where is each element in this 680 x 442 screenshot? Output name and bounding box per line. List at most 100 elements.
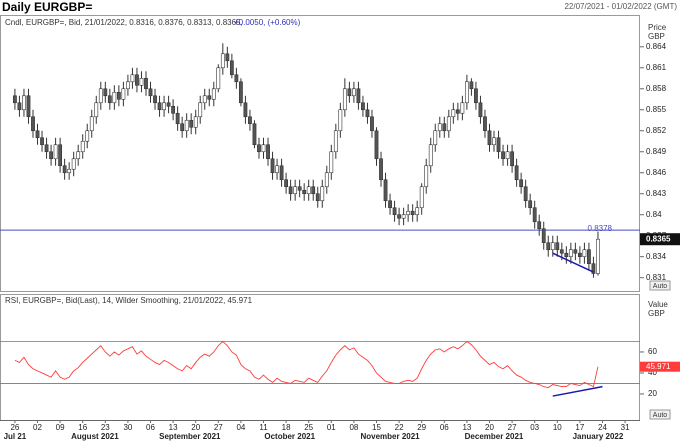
candle-body	[202, 95, 207, 104]
x-tick-label: 30	[123, 423, 132, 432]
auto-button[interactable]	[649, 409, 671, 420]
candle-body	[288, 186, 293, 195]
candle-body	[71, 158, 76, 170]
candle-body	[139, 77, 144, 86]
candle-body	[333, 130, 338, 153]
y-tick-label: 0.849	[646, 147, 667, 156]
candle-body	[153, 95, 157, 104]
candle-body	[505, 151, 510, 160]
x-tick-label: 16	[78, 423, 87, 432]
candle-body	[437, 123, 442, 132]
candle-body	[550, 242, 555, 251]
candle-body	[446, 116, 451, 132]
candle-body	[121, 88, 126, 100]
candle-body	[342, 88, 347, 111]
candle-body	[53, 144, 58, 160]
candle-body	[220, 53, 225, 69]
candle-body	[577, 252, 582, 258]
candle-body	[324, 172, 329, 188]
candle-body	[356, 88, 361, 104]
candle-body	[424, 165, 429, 188]
x-tick-label: 20	[485, 423, 494, 432]
auto-button[interactable]	[649, 280, 671, 291]
y-tick-label: 0.858	[646, 84, 667, 93]
candle-body	[582, 249, 587, 258]
month-label: January 2022	[573, 432, 624, 441]
candle-body	[94, 102, 99, 118]
date-range: 22/07/2021 - 01/02/2022 (GMT)	[564, 2, 677, 11]
y-tick-label: 60	[648, 347, 657, 356]
candle-body	[320, 186, 325, 202]
candle-body	[483, 116, 487, 132]
candle-body	[442, 123, 447, 132]
candle-body	[85, 130, 90, 142]
x-tick-label: 31	[621, 423, 630, 432]
candle-body	[193, 116, 198, 128]
candle-body	[229, 60, 234, 76]
candle-body	[428, 144, 433, 167]
candle-body	[397, 214, 401, 219]
candle-body	[455, 109, 460, 114]
candle-body	[26, 95, 31, 118]
candle-body	[126, 81, 130, 90]
y-tick-label: 0.84	[646, 210, 662, 219]
candle-body	[175, 112, 180, 125]
candle-body	[311, 186, 316, 195]
candle-body	[415, 207, 420, 216]
y-tick-label: 40	[648, 368, 657, 377]
candle-body	[239, 81, 243, 104]
candle-body	[80, 140, 85, 153]
candle-body	[338, 109, 343, 132]
candle-body	[365, 109, 370, 118]
candle-body	[44, 144, 49, 153]
candle-body	[279, 165, 284, 181]
candle-body	[383, 179, 388, 202]
price-change: +0.0050, (+0.60%)	[234, 18, 301, 27]
candle-body	[157, 102, 162, 111]
candle-body	[198, 102, 203, 118]
rsi-value-box	[640, 361, 680, 372]
auto-button-label[interactable]: Auto	[653, 412, 668, 419]
candle-body	[76, 151, 81, 160]
candle-body	[559, 249, 564, 254]
candle-body	[148, 88, 153, 97]
candle-body	[379, 158, 383, 181]
rsi-axis-unit: GBP	[648, 309, 665, 318]
candle-body	[162, 102, 166, 111]
candle-body	[460, 102, 465, 114]
y-tick-label: 0.855	[646, 105, 667, 114]
x-tick-label: 15	[372, 423, 381, 432]
candle-body	[31, 116, 35, 132]
candle-body	[17, 102, 22, 111]
month-label: September 2021	[159, 432, 221, 441]
candle-body	[596, 238, 600, 274]
candle-body	[474, 88, 478, 104]
month-label: December 2021	[465, 432, 524, 441]
candle-body	[112, 91, 117, 104]
candle-body	[541, 228, 546, 244]
x-tick-label: 22	[395, 423, 404, 432]
candle-body	[216, 67, 221, 90]
candle-body	[315, 193, 320, 202]
x-tick-label: 06	[440, 423, 449, 432]
last-price-box	[640, 233, 680, 246]
candle-body	[351, 88, 356, 97]
trend-line	[552, 385, 603, 397]
candle-body	[501, 151, 505, 160]
auto-button-label[interactable]: Auto	[653, 283, 668, 290]
x-tick-label: 09	[56, 423, 65, 432]
trend-line	[552, 252, 594, 273]
month-label: November 2021	[360, 432, 420, 441]
candle-body	[116, 91, 121, 100]
y-tick-label: 0.864	[646, 42, 667, 51]
y-axis-label: Price	[648, 23, 667, 32]
x-tick-label: 26	[10, 423, 19, 432]
candle-body	[329, 151, 334, 174]
candle-body	[211, 88, 216, 100]
candle-body	[487, 130, 492, 146]
candle-body	[568, 249, 573, 258]
x-tick-label: 27	[214, 423, 223, 432]
candle-body	[135, 74, 139, 86]
candle-body	[573, 249, 578, 254]
